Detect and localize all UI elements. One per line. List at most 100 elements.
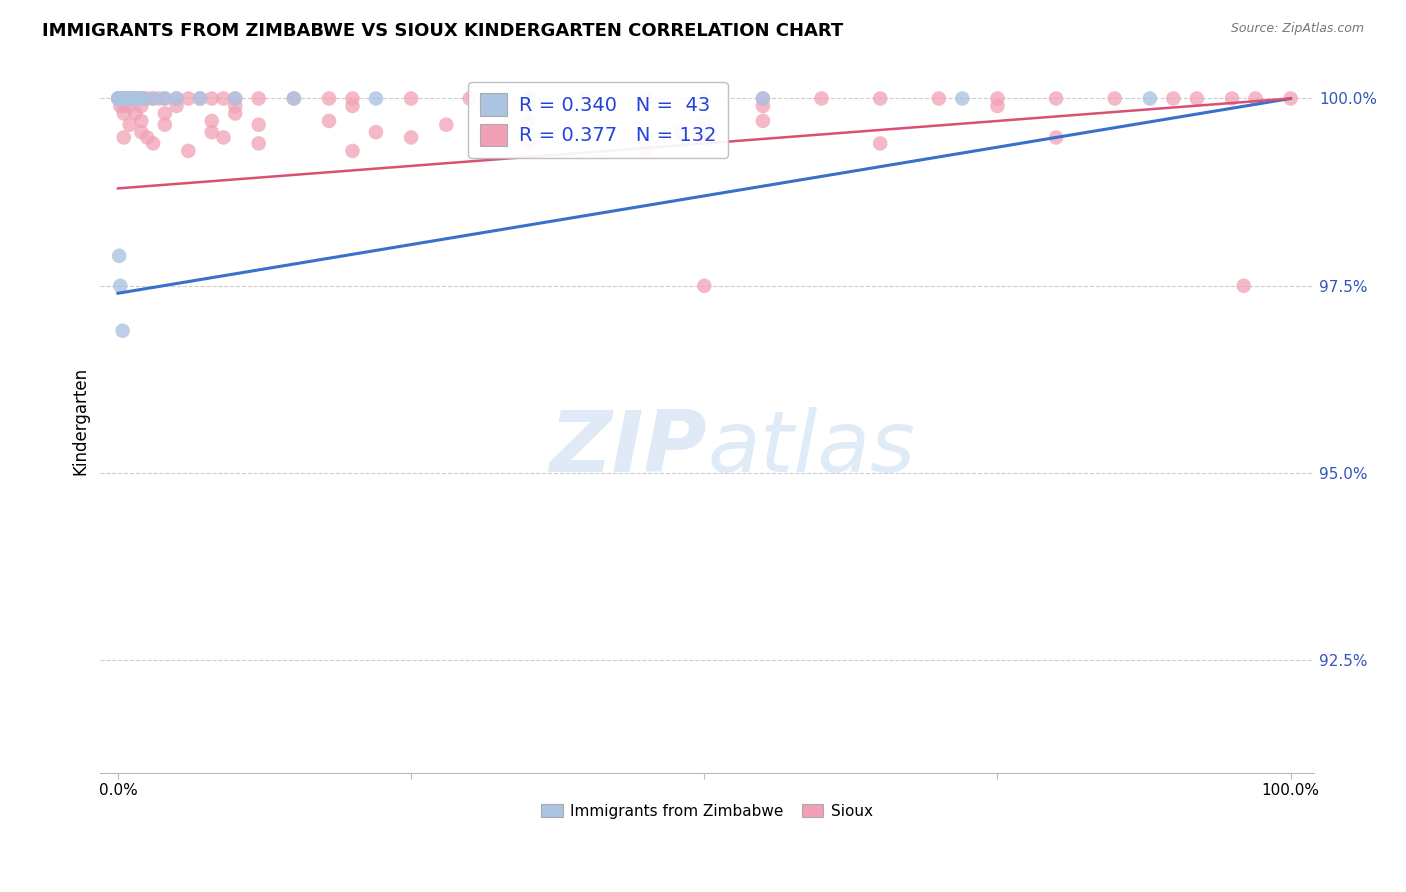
- Point: [110, 278, 132, 293]
- Point: [108, 249, 131, 263]
- Point: [752, 91, 775, 105]
- Point: [118, 91, 141, 105]
- Point: [986, 99, 1008, 113]
- Point: [112, 130, 135, 145]
- Point: [112, 91, 135, 105]
- Point: [131, 91, 153, 105]
- Point: [148, 91, 170, 105]
- Point: [110, 91, 132, 105]
- Point: [399, 91, 422, 105]
- Point: [118, 99, 141, 113]
- Point: [576, 91, 599, 105]
- Point: [128, 91, 150, 105]
- Point: [224, 106, 246, 120]
- Point: [517, 99, 540, 113]
- Point: [517, 114, 540, 128]
- Point: [110, 91, 132, 105]
- Point: [122, 91, 145, 105]
- Point: [111, 91, 134, 105]
- Point: [212, 130, 235, 145]
- Point: [108, 91, 131, 105]
- Point: [114, 91, 136, 105]
- Point: [132, 91, 155, 105]
- Point: [118, 91, 141, 105]
- Point: [114, 91, 136, 105]
- Point: [153, 91, 176, 105]
- Point: [107, 91, 129, 105]
- Point: [108, 91, 131, 105]
- Point: [110, 91, 132, 105]
- Point: [166, 91, 188, 105]
- Point: [1220, 91, 1243, 105]
- Point: [124, 106, 146, 120]
- Y-axis label: Kindergarten: Kindergarten: [72, 367, 89, 475]
- Point: [112, 106, 135, 120]
- Point: [283, 91, 305, 105]
- Point: [693, 91, 716, 105]
- Point: [224, 91, 246, 105]
- Point: [110, 91, 132, 105]
- Point: [108, 91, 131, 105]
- Point: [752, 91, 775, 105]
- Point: [1104, 91, 1126, 105]
- Point: [107, 91, 129, 105]
- Point: [928, 91, 950, 105]
- Point: [112, 91, 135, 105]
- Point: [107, 91, 129, 105]
- Point: [247, 118, 270, 132]
- Point: [224, 91, 246, 105]
- Point: [1279, 91, 1302, 105]
- Point: [110, 91, 132, 105]
- Point: [517, 91, 540, 105]
- Point: [201, 114, 224, 128]
- Point: [434, 118, 457, 132]
- Point: [166, 91, 188, 105]
- Point: [108, 91, 131, 105]
- Text: IMMIGRANTS FROM ZIMBABWE VS SIOUX KINDERGARTEN CORRELATION CHART: IMMIGRANTS FROM ZIMBABWE VS SIOUX KINDER…: [42, 22, 844, 40]
- Point: [153, 91, 176, 105]
- Point: [1045, 130, 1067, 145]
- Point: [517, 136, 540, 151]
- Point: [142, 136, 165, 151]
- Point: [124, 91, 146, 105]
- Point: [318, 114, 340, 128]
- Point: [121, 91, 143, 105]
- Point: [1163, 91, 1185, 105]
- Text: Source: ZipAtlas.com: Source: ZipAtlas.com: [1230, 22, 1364, 36]
- Point: [124, 91, 146, 105]
- Text: atlas: atlas: [707, 408, 915, 491]
- Point: [188, 91, 211, 105]
- Point: [342, 99, 364, 113]
- Point: [1244, 91, 1267, 105]
- Point: [107, 91, 129, 105]
- Point: [117, 91, 139, 105]
- Point: [693, 278, 716, 293]
- Point: [1045, 91, 1067, 105]
- Point: [283, 91, 305, 105]
- Point: [117, 91, 139, 105]
- Point: [153, 118, 176, 132]
- Point: [177, 144, 200, 158]
- Point: [177, 91, 200, 105]
- Point: [364, 125, 387, 139]
- Point: [111, 324, 134, 338]
- Point: [136, 91, 159, 105]
- Point: [110, 91, 132, 105]
- Point: [108, 91, 131, 105]
- Point: [212, 91, 235, 105]
- Point: [110, 91, 132, 105]
- Point: [224, 99, 246, 113]
- Point: [166, 99, 188, 113]
- Point: [108, 91, 131, 105]
- Point: [693, 118, 716, 132]
- Point: [115, 91, 138, 105]
- Point: [693, 130, 716, 145]
- Point: [108, 91, 131, 105]
- Point: [188, 91, 211, 105]
- Point: [120, 91, 142, 105]
- Point: [201, 125, 224, 139]
- Point: [318, 91, 340, 105]
- Point: [752, 99, 775, 113]
- Point: [669, 125, 692, 139]
- Point: [136, 130, 159, 145]
